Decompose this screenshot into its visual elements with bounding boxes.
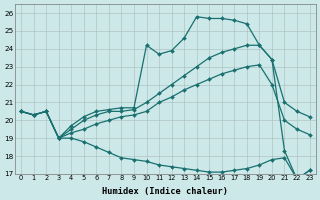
X-axis label: Humidex (Indice chaleur): Humidex (Indice chaleur)	[102, 187, 228, 196]
